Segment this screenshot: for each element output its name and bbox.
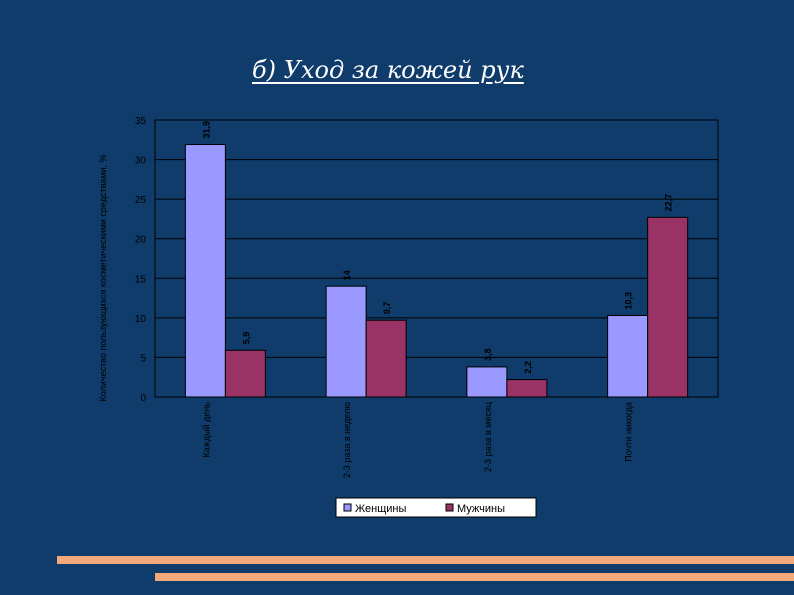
y-tick-label: 15 (135, 274, 147, 285)
bar-women (607, 314, 649, 398)
bar-women (325, 285, 367, 398)
legend-label: Мужчины (457, 503, 505, 515)
data-label: 2,2 (523, 361, 533, 374)
y-tick-label: 20 (135, 235, 147, 246)
data-label: 5,9 (241, 332, 251, 345)
y-tick-label: 35 (135, 116, 147, 127)
y-tick-label: 10 (135, 314, 147, 325)
x-tick-label: 2-3 раза в неделю (342, 402, 352, 478)
legend-label: Женщины (355, 503, 406, 515)
legend-swatch-women (343, 503, 352, 512)
bar-women (184, 144, 226, 398)
legend-swatch-men (445, 503, 454, 512)
y-tick-label: 5 (140, 353, 146, 364)
slide-title: б) Уход за кожей рук (252, 56, 524, 84)
data-label: 9,7 (382, 302, 392, 315)
decorative-stripe-top (57, 556, 794, 564)
bar-men (224, 349, 266, 398)
decorative-stripe-bottom (155, 573, 794, 581)
bar-women (466, 366, 508, 398)
chart-legend: Женщины Мужчины (335, 497, 537, 518)
data-label: 10,3 (624, 292, 634, 310)
y-tick-label: 30 (135, 156, 147, 167)
data-label: 22,7 (664, 194, 674, 212)
bar-men (506, 379, 548, 398)
x-tick-label: Каждый день (201, 402, 211, 458)
y-tick-label: 0 (140, 393, 146, 404)
bar-men (647, 216, 689, 398)
data-label: 3,8 (483, 348, 493, 361)
y-tick-label: 25 (135, 195, 147, 206)
x-tick-label: 2-3 раза в месяц (483, 402, 493, 472)
y-axis-label: Количество пользующихся косметическими с… (98, 155, 108, 402)
data-label: 31,9 (201, 121, 211, 139)
legend-box (335, 497, 537, 518)
x-tick-label: Почти никогда (624, 402, 634, 462)
data-label: 14 (342, 270, 352, 280)
bar-men (365, 319, 407, 398)
